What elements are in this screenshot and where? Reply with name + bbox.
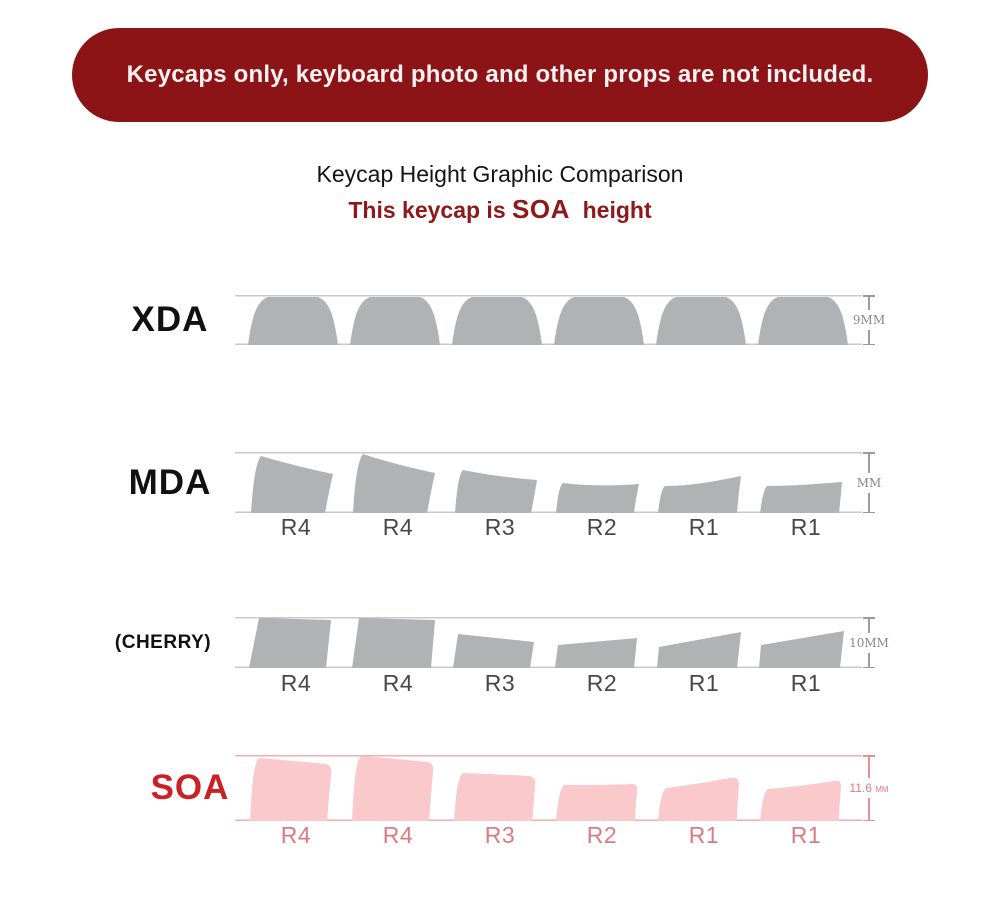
- soa-keycaps-graphic: [235, 755, 862, 821]
- xda-height-value: 9MM: [850, 310, 888, 330]
- key-row-label: R1: [688, 514, 720, 540]
- key-row-label: R1: [790, 670, 822, 696]
- key-row-label: R2: [586, 670, 618, 696]
- xda-height-dimension: 9MM: [850, 295, 902, 345]
- cherry-height-value: 10MM: [847, 632, 891, 653]
- key-row-label: R1: [790, 822, 822, 848]
- cherry-keycaps-graphic: [235, 617, 862, 668]
- profile-band-cherry: [235, 617, 862, 668]
- profile-band-soa: [235, 755, 862, 821]
- mda-keycaps-graphic: [235, 452, 862, 513]
- key-row-label: R4: [280, 822, 312, 848]
- dimension-tick-top: [863, 295, 875, 297]
- key-row-label: R4: [382, 514, 414, 540]
- dimension-tick-bottom: [863, 511, 875, 513]
- subtitle-highlight: SOA: [512, 194, 570, 224]
- profile-band-xda: [235, 295, 862, 345]
- key-row-label: R2: [586, 514, 618, 540]
- page-subtitle: This keycap is SOA height: [0, 194, 1000, 225]
- dimension-tick-bottom: [863, 819, 875, 821]
- dimension-tick-top: [863, 755, 875, 757]
- key-row-label: R2: [586, 822, 618, 848]
- soa-row-labels: R4 R4 R3 R2 R1 R1: [245, 822, 857, 849]
- profile-label-xda: XDA: [131, 300, 209, 339]
- key-row-label: R1: [688, 670, 720, 696]
- key-row-label: R3: [484, 514, 516, 540]
- mda-row-labels: R4 R4 R3 R2 R1 R1: [245, 514, 857, 541]
- mda-height-dimension: MM: [854, 452, 902, 513]
- key-row-label: R4: [280, 670, 312, 696]
- key-row-label: R1: [790, 514, 822, 540]
- dimension-tick-bottom: [863, 343, 875, 345]
- profile-label-mda: MDA: [128, 463, 212, 502]
- notice-banner: Keycaps only, keyboard photo and other p…: [72, 28, 928, 122]
- key-row-label: R4: [382, 822, 414, 848]
- key-row-label: R3: [484, 670, 516, 696]
- mda-height-value: MM: [854, 472, 884, 493]
- subtitle-suffix: height: [582, 197, 652, 223]
- key-row-label: R4: [382, 670, 414, 696]
- dimension-tick-top: [863, 617, 875, 619]
- cherry-row-labels: R4 R4 R3 R2 R1 R1: [245, 670, 857, 697]
- dimension-tick-top: [863, 452, 875, 454]
- key-row-label: R4: [280, 514, 312, 540]
- cherry-height-dimension: 10MM: [847, 617, 902, 668]
- profile-label-soa: SOA: [150, 768, 230, 807]
- key-row-label: R3: [484, 822, 516, 848]
- notice-banner-text: Keycaps only, keyboard photo and other p…: [126, 61, 874, 88]
- xda-keycaps-graphic: [235, 295, 862, 345]
- key-row-label: R1: [688, 822, 720, 848]
- profile-label-cherry: (CHERRY): [114, 632, 212, 653]
- subtitle-prefix: This keycap is: [348, 197, 506, 223]
- page-title: Keycap Height Graphic Comparison: [316, 161, 684, 187]
- profile-band-mda: [235, 452, 862, 513]
- soa-height-dimension: 11.6 mm: [847, 755, 902, 821]
- dimension-tick-bottom: [863, 666, 875, 668]
- soa-height-value: 11.6 mm: [847, 778, 891, 798]
